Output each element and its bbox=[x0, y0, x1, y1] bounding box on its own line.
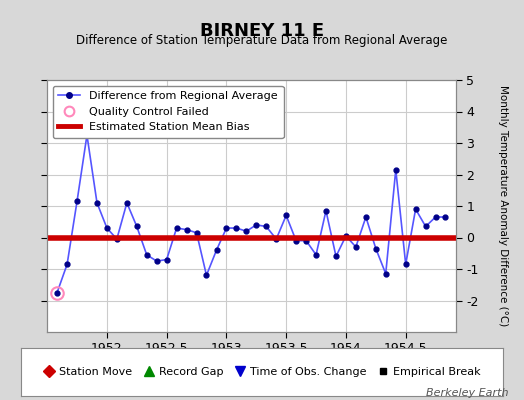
Legend: Difference from Regional Average, Quality Control Failed, Estimated Station Mean: Difference from Regional Average, Qualit… bbox=[53, 86, 283, 138]
Text: Difference of Station Temperature Data from Regional Average: Difference of Station Temperature Data f… bbox=[77, 34, 447, 47]
Y-axis label: Monthly Temperature Anomaly Difference (°C): Monthly Temperature Anomaly Difference (… bbox=[498, 85, 508, 327]
Legend: Station Move, Record Gap, Time of Obs. Change, Empirical Break: Station Move, Record Gap, Time of Obs. C… bbox=[39, 362, 485, 382]
Text: Berkeley Earth: Berkeley Earth bbox=[426, 388, 508, 398]
Text: BIRNEY 11 E: BIRNEY 11 E bbox=[200, 22, 324, 40]
